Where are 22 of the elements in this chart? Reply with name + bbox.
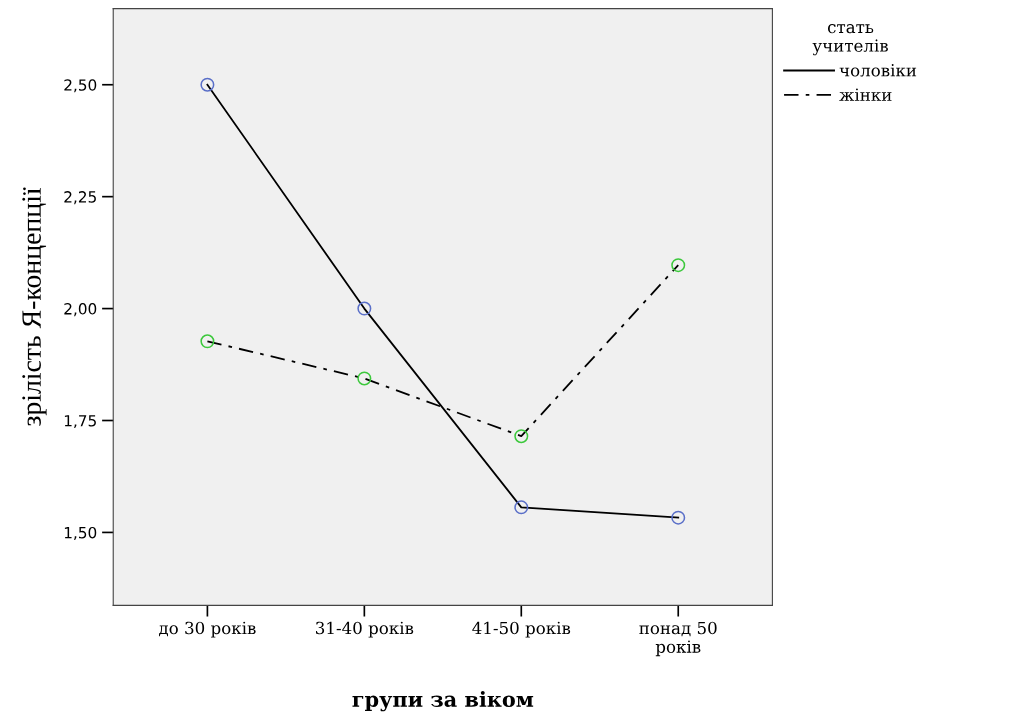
y-tick-label: 2,25: [64, 191, 96, 205]
point: [200, 334, 215, 349]
point: [200, 77, 215, 92]
x-tick-label: понад 50 років: [639, 621, 717, 657]
legend-title: стать учителів: [812, 24, 888, 56]
point: [357, 301, 372, 316]
x-tick-label: до 30 років: [159, 621, 256, 638]
x-tick-label: 31-40 років: [316, 621, 414, 638]
point: [514, 429, 529, 444]
point: [514, 500, 529, 515]
y-tick-label: 2,00: [64, 303, 97, 317]
legend-label: жінки: [839, 88, 892, 101]
y-tick-label: 1,75: [64, 415, 96, 429]
point: [671, 510, 686, 525]
x-tick-label: 41-50 років: [472, 621, 571, 638]
y-tick-label: 2,50: [64, 79, 97, 93]
y-axis-title: зрілість Я-концепції: [22, 187, 47, 426]
point: [357, 371, 372, 386]
x-axis-title: групи за віком: [352, 690, 534, 712]
y-tick-label: 1,50: [64, 526, 97, 541]
legend-label: чоловіки: [839, 64, 917, 77]
point: [671, 258, 686, 273]
